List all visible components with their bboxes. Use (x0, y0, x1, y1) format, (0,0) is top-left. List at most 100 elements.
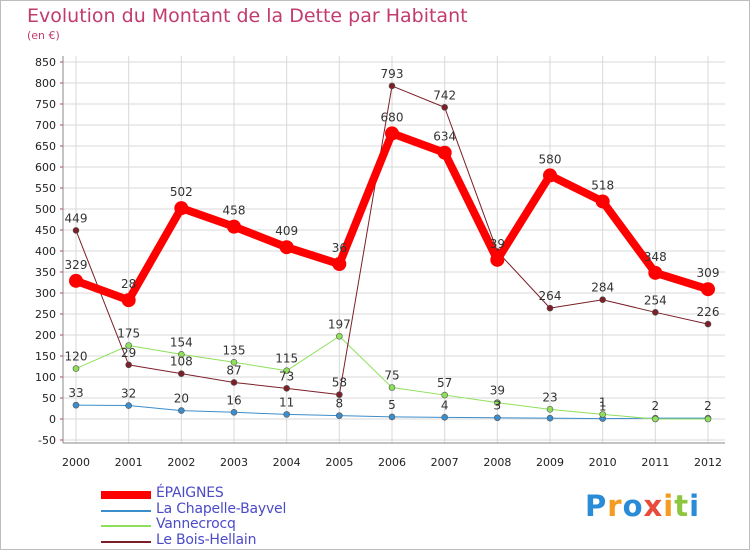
series-3-point (599, 296, 606, 304)
legend-swatch (101, 540, 151, 543)
y-tick-label: 0 (49, 413, 56, 426)
series-3-data-label: 449 (65, 211, 88, 225)
series-1-point (178, 407, 185, 414)
series-3-point (441, 104, 448, 111)
series-2-point (599, 411, 606, 418)
series-2-point (336, 332, 343, 340)
x-tick-label: 2003 (220, 456, 248, 469)
legend-label: Vannecrocq (156, 516, 236, 532)
y-tick-label: 550 (35, 182, 56, 195)
series-1-data-label: 33 (68, 386, 83, 400)
series-2-data-label: 39 (490, 384, 505, 398)
series-0-data-label: 409 (275, 224, 298, 238)
y-tick-label: 500 (35, 203, 56, 216)
x-tick-label: 2002 (167, 456, 195, 469)
y-tick-label: 100 (35, 371, 56, 384)
series-2-point (494, 399, 501, 406)
series-1-data-label: 3 (494, 399, 502, 413)
x-tick-label: 2001 (115, 456, 143, 469)
series-1-point (230, 408, 238, 416)
series-3-data-label: 284 (591, 281, 614, 295)
y-tick-label: 350 (35, 266, 56, 279)
series-0-point (543, 168, 557, 183)
logo-letter: P (585, 489, 608, 523)
y-tick-label: -50 (38, 434, 56, 447)
series-0-data-label: 329 (65, 258, 88, 272)
x-tick-label: 2011 (641, 456, 669, 469)
y-tick-label: 850 (35, 56, 56, 69)
series-0-point (648, 265, 663, 280)
series-2-data-label: 75 (384, 369, 399, 383)
logo-letter: i (689, 489, 701, 523)
series-3-point (546, 304, 554, 312)
series-0-data-label: 458 (223, 204, 246, 218)
series-0-point (69, 273, 83, 288)
series-3-point (230, 379, 238, 386)
series-0-data-label: 502 (170, 185, 193, 199)
series-0-data-label: 39 (490, 237, 505, 251)
series-1-data-label: 4 (441, 398, 449, 412)
y-tick-label: 150 (35, 350, 56, 363)
logo-letter: r (607, 489, 623, 523)
series-3-data-label: 29 (121, 346, 136, 360)
legend-label: La Chapelle-Bayvel (156, 500, 287, 517)
series-3-point (388, 82, 396, 90)
y-tick-label: 600 (35, 161, 56, 174)
series-0-data-label: 36 (332, 241, 347, 255)
series-2-data-label: 154 (170, 335, 193, 349)
y-tick-label: 650 (35, 140, 56, 153)
x-tick-label: 2012 (694, 456, 722, 469)
series-0-data-label: 580 (539, 152, 562, 166)
series-3-data-label: 264 (539, 289, 562, 303)
series-2-point (125, 342, 132, 349)
y-tick-label: 50 (42, 392, 56, 405)
series-2-point (704, 415, 712, 423)
y-tick-label: 700 (35, 119, 56, 132)
series-2-data-label: 57 (437, 376, 452, 390)
series-2-point (546, 406, 554, 413)
legend-label: Le Bois-Hellain (156, 531, 257, 548)
series-0-data-label: 680 (381, 110, 404, 124)
x-tick-label: 2005 (325, 456, 353, 469)
series-2-data-label: 197 (328, 317, 351, 331)
x-tick-label: 2000 (62, 456, 90, 469)
x-tick-label: 2008 (483, 456, 511, 469)
series-3-point (652, 309, 659, 316)
series-3-data-label: 254 (644, 293, 667, 307)
series-1-data-label: 16 (226, 393, 241, 407)
series-0-data-label: 348 (644, 250, 667, 264)
x-tick-label: 2010 (589, 456, 617, 469)
series-3-data-label: 742 (433, 88, 456, 102)
series-3-data-label: 108 (170, 355, 193, 369)
series-1-data-label: 2 (652, 399, 660, 413)
series-1-point (125, 402, 132, 409)
series-2-data-label: 23 (542, 390, 557, 404)
series-0-data-label: 634 (433, 130, 456, 144)
series-1-point (441, 414, 448, 421)
series-3-data-label: 793 (381, 67, 404, 81)
series-0-point (332, 257, 347, 272)
y-tick-label: 300 (35, 287, 56, 300)
series-1-data-label: 8 (336, 397, 344, 411)
series-0-point (595, 194, 610, 209)
series-1-data-label: 11 (279, 395, 294, 409)
series-3-point (704, 320, 712, 328)
series-0-data-label: 28 (121, 277, 136, 291)
y-tick-label: 400 (35, 245, 56, 258)
series-2-point (178, 351, 185, 358)
series-0-point (227, 219, 241, 234)
series-1-data-label: 1 (599, 400, 607, 414)
series-3-data-label: 87 (226, 363, 241, 377)
series-1-data-label: 2 (704, 399, 712, 413)
series-1-data-label: 32 (121, 387, 136, 401)
series-1-data-label: 5 (388, 398, 396, 412)
series-3-data-label: 226 (697, 305, 720, 319)
x-tick-label: 2006 (378, 456, 406, 469)
x-tick-label: 2004 (273, 456, 301, 469)
series-0-data-label: 309 (697, 266, 720, 280)
legend-label: ÉPAIGNES (156, 485, 224, 501)
series-2-point (230, 358, 238, 366)
logo-letter: x (643, 489, 664, 523)
series-0-data-label: 518 (591, 178, 614, 192)
